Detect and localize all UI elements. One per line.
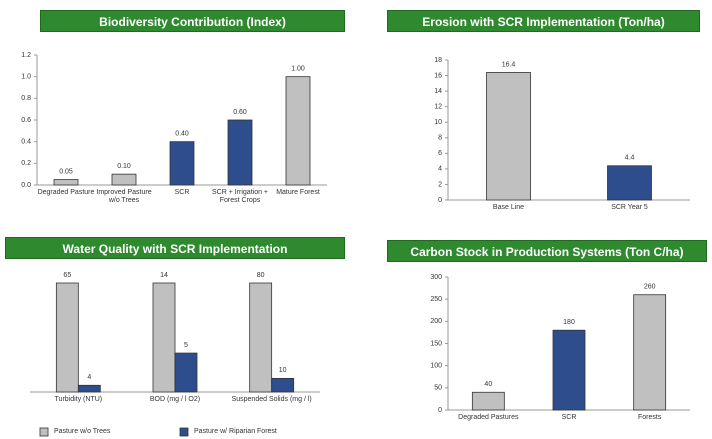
y-tick-label: 250 xyxy=(430,296,442,303)
value-label: 1.00 xyxy=(291,66,305,73)
y-tick-label: 100 xyxy=(430,363,442,370)
bar xyxy=(227,119,253,186)
y-tick-label: 150 xyxy=(430,340,442,347)
y-tick-label: 0.6 xyxy=(21,117,31,124)
x-tick-label: Forests xyxy=(637,414,662,421)
x-tick-label: Degraded Pasture xyxy=(37,189,95,196)
bar xyxy=(77,384,101,393)
value-label: 180 xyxy=(563,319,575,326)
value-label: 10 xyxy=(279,367,287,374)
y-tick-label: 14 xyxy=(434,88,442,95)
value-label: 0.60 xyxy=(233,109,247,116)
x-tick-label: Degraded Pastures xyxy=(458,414,519,421)
y-tick-label: 4 xyxy=(438,166,442,173)
x-tick-label: Suspended Solids (mg / l) xyxy=(231,396,312,403)
bar xyxy=(152,282,176,393)
y-tick-label: 8 xyxy=(438,135,442,142)
value-label: 14 xyxy=(160,272,168,279)
x-tick-label: SCR + Irrigation + Forest Crops xyxy=(211,189,269,204)
bar xyxy=(271,377,295,393)
bar xyxy=(486,72,531,201)
bar xyxy=(471,391,505,411)
y-tick-label: 16 xyxy=(434,72,442,79)
legend-swatch xyxy=(179,427,189,437)
y-tick-label: 1.0 xyxy=(21,74,31,81)
legend-label: Pasture w/ Riparian Forest xyxy=(194,428,277,435)
value-label: 5 xyxy=(184,342,188,349)
chart-title: Biodiversity Contribution (Index) xyxy=(40,10,345,32)
legend-swatch xyxy=(39,427,49,437)
x-tick-label: SCR xyxy=(561,414,577,421)
bar xyxy=(607,165,652,201)
bar xyxy=(111,173,137,186)
x-tick-label: SCR xyxy=(174,189,190,196)
chart-title: Erosion with SCR Implementation (Ton/ha) xyxy=(387,10,700,32)
y-tick-label: 200 xyxy=(430,318,442,325)
value-label: 0.05 xyxy=(59,168,73,175)
x-tick-label: Base Line xyxy=(492,204,525,211)
y-tick-label: 1.2 xyxy=(21,52,31,59)
value-label: 260 xyxy=(644,284,656,291)
value-label: 80 xyxy=(257,272,265,279)
y-tick-label: 0 xyxy=(438,197,442,204)
value-label: 16.4 xyxy=(502,61,516,68)
value-label: 4 xyxy=(87,374,91,381)
value-label: 0.40 xyxy=(175,131,189,138)
value-label: 40 xyxy=(484,381,492,388)
bar xyxy=(249,282,273,393)
chart-title: Carbon Stock in Production Systems (Ton … xyxy=(387,240,707,262)
y-tick-label: 0.4 xyxy=(21,139,31,146)
value-label: 65 xyxy=(63,272,71,279)
y-tick-label: 18 xyxy=(434,57,442,64)
y-tick-label: 12 xyxy=(434,104,442,111)
value-label: 0.10 xyxy=(117,163,131,170)
x-tick-label: Turbidity (NTU) xyxy=(54,396,103,403)
bar xyxy=(633,294,667,411)
y-tick-label: 300 xyxy=(430,274,442,281)
chart-title: Water Quality with SCR Implementation xyxy=(5,237,345,259)
y-tick-label: 50 xyxy=(434,385,442,392)
x-tick-label: Improved Pasture w/o Trees xyxy=(96,189,152,204)
bar xyxy=(285,76,311,186)
x-tick-label: Mature Forest xyxy=(276,189,320,196)
bar xyxy=(169,141,195,186)
value-label: 4.4 xyxy=(625,155,635,162)
bar xyxy=(53,179,79,186)
bar xyxy=(552,329,586,411)
x-tick-label: SCR Year 5 xyxy=(611,204,648,211)
y-tick-label: 2 xyxy=(438,181,442,188)
y-tick-label: 10 xyxy=(434,119,442,126)
y-tick-label: 6 xyxy=(438,150,442,157)
y-tick-label: 0.0 xyxy=(21,182,31,189)
y-tick-label: 0.8 xyxy=(21,95,31,102)
bar xyxy=(174,352,198,393)
y-tick-label: 0 xyxy=(438,407,442,414)
bar xyxy=(55,282,79,393)
x-tick-label: BOD (mg / l O2) xyxy=(149,396,201,403)
y-tick-label: 0.2 xyxy=(21,160,31,167)
legend-label: Pasture w/o Trees xyxy=(54,428,111,435)
